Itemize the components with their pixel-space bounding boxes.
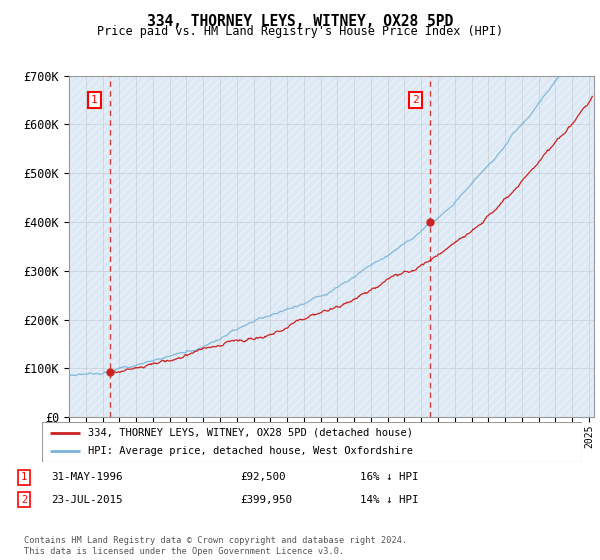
Text: 1: 1 xyxy=(91,95,98,105)
Text: £92,500: £92,500 xyxy=(240,472,286,482)
Text: 14% ↓ HPI: 14% ↓ HPI xyxy=(360,494,419,505)
Text: £399,950: £399,950 xyxy=(240,494,292,505)
Text: 16% ↓ HPI: 16% ↓ HPI xyxy=(360,472,419,482)
Text: 334, THORNEY LEYS, WITNEY, OX28 5PD: 334, THORNEY LEYS, WITNEY, OX28 5PD xyxy=(147,14,453,29)
Text: 2: 2 xyxy=(21,494,27,505)
Text: 31-MAY-1996: 31-MAY-1996 xyxy=(51,472,122,482)
FancyBboxPatch shape xyxy=(42,422,582,462)
Text: 23-JUL-2015: 23-JUL-2015 xyxy=(51,494,122,505)
Text: Contains HM Land Registry data © Crown copyright and database right 2024.
This d: Contains HM Land Registry data © Crown c… xyxy=(24,536,407,556)
Text: 2: 2 xyxy=(412,95,419,105)
Text: 1: 1 xyxy=(21,472,27,482)
Text: HPI: Average price, detached house, West Oxfordshire: HPI: Average price, detached house, West… xyxy=(88,446,413,456)
Text: Price paid vs. HM Land Registry's House Price Index (HPI): Price paid vs. HM Land Registry's House … xyxy=(97,25,503,38)
Text: 334, THORNEY LEYS, WITNEY, OX28 5PD (detached house): 334, THORNEY LEYS, WITNEY, OX28 5PD (det… xyxy=(88,428,413,437)
